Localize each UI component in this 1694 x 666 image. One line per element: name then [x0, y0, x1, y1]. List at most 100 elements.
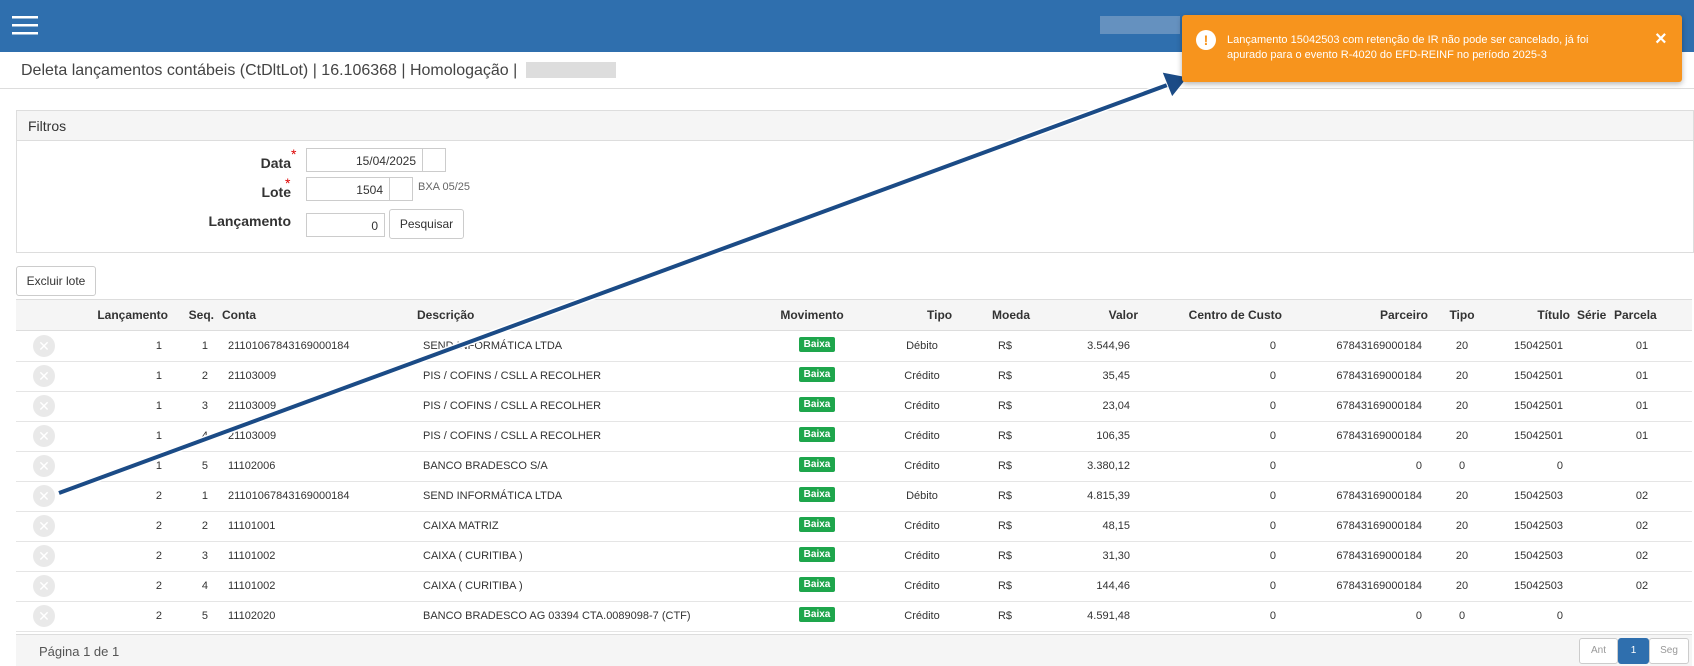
column-header: Série — [1577, 308, 1607, 322]
table-cell: 01 — [1635, 340, 1649, 352]
lote-input[interactable]: 1504 — [306, 177, 390, 201]
filters-panel: Filtros Data * 15/04/2025 Lote * 1504 BX… — [16, 110, 1694, 253]
toast-close[interactable]: × — [1655, 28, 1667, 50]
table-header — [16, 300, 1692, 331]
delete-row-button[interactable]: ✕ — [33, 575, 55, 597]
delete-row-button[interactable]: ✕ — [33, 485, 55, 507]
table-cell: 2 — [155, 520, 162, 532]
movement-badge: Baixa — [798, 427, 836, 442]
delete-row-button[interactable]: ✕ — [33, 545, 55, 567]
column-header: Movimento — [780, 308, 844, 322]
blurred-user — [1100, 16, 1180, 34]
table: Lançamento Seq. Conta Descrição Movimento Tip… — [16, 299, 1692, 636]
table-cell: R$ — [997, 400, 1013, 412]
prev-page[interactable]: Ant — [1579, 638, 1618, 664]
menu-button[interactable] — [12, 16, 40, 36]
table-cell: 15042503 — [1514, 490, 1563, 502]
column-header: Título — [1537, 308, 1570, 322]
table-cell: 15042501 — [1514, 400, 1563, 412]
table-cell: 15042501 — [1514, 370, 1563, 382]
table-cell: 11102020 — [228, 610, 276, 622]
delete-row-button[interactable]: ✕ — [33, 515, 55, 537]
title-bar: Deleta lançamentos contábeis (CtDltLot) … — [0, 52, 1694, 89]
table-cell: 0 — [1269, 400, 1276, 412]
table-cell: 0 — [1269, 580, 1276, 592]
table-cell: 01 — [1635, 400, 1649, 412]
table-cell: 0 — [1415, 610, 1422, 622]
column-header: Conta — [222, 308, 256, 322]
required: * — [291, 146, 297, 162]
table-cell: 15042501 — [1514, 340, 1563, 352]
table-cell: Débito — [906, 340, 938, 352]
table-cell: 20 — [1455, 340, 1469, 352]
table-cell: 4.815,39 — [1087, 490, 1130, 502]
movement-cell: Baixa — [777, 367, 857, 382]
table-cell: 20 — [1455, 580, 1469, 592]
table-cell: 20 — [1455, 550, 1469, 562]
table-cell: 2 — [155, 580, 162, 592]
table-cell: Crédito — [904, 370, 940, 382]
table-cell: R$ — [997, 340, 1013, 352]
delete-row-button[interactable]: ✕ — [33, 365, 55, 387]
table-cell: 1 — [155, 340, 162, 352]
blurred-env — [526, 62, 616, 78]
movement-badge: Baixa — [798, 457, 836, 472]
table-cell: 0 — [1269, 550, 1276, 562]
table-row — [16, 391, 1692, 422]
filters-title: Filtros — [28, 118, 67, 134]
next-page[interactable]: Seg — [1649, 638, 1689, 664]
table-cell: 15042503 — [1514, 550, 1563, 562]
table-cell: 5 — [201, 610, 208, 622]
table-cell: R$ — [997, 460, 1013, 472]
table-cell: BANCO BRADESCO S/A — [423, 460, 548, 472]
table-cell: Crédito — [904, 580, 940, 592]
search-button[interactable] — [389, 177, 413, 201]
table-row — [16, 361, 1692, 392]
data-label: Data — [260, 155, 291, 171]
table-cell: 144,46 — [1096, 580, 1130, 592]
table-cell: PIS / COFINS / CSLL A RECOLHER — [423, 430, 602, 442]
table-cell: 11102006 — [228, 460, 276, 472]
table-cell: 0 — [1269, 520, 1276, 532]
column-header: Parceiro — [1379, 308, 1428, 322]
table-cell: 67843169000184 — [1336, 550, 1422, 562]
table-cell: Crédito — [904, 550, 940, 562]
table-cell: 21103009 — [228, 370, 277, 382]
delete-row-button[interactable]: ✕ — [33, 605, 55, 627]
filters-header: Filtros — [17, 111, 1693, 141]
table-cell: R$ — [997, 520, 1013, 532]
calendar-button[interactable] — [422, 148, 446, 172]
table-cell: 67843169000184 — [1336, 430, 1422, 442]
error-toast: ! Lançamento 15042503 com retenção de IR… — [1182, 15, 1682, 82]
movement-cell: Baixa — [777, 607, 857, 622]
table-cell: 67843169000184 — [1336, 370, 1422, 382]
delete-row-button[interactable]: ✕ — [33, 425, 55, 447]
delete-row-button[interactable]: ✕ — [33, 335, 55, 357]
column-header: Seq. — [188, 308, 214, 322]
table-row — [16, 541, 1692, 572]
table-cell: 21103009 — [228, 400, 277, 412]
table-cell: 1 — [201, 490, 208, 502]
table-cell: R$ — [997, 550, 1013, 562]
current-page[interactable]: 1 — [1618, 638, 1649, 664]
column-header: Tipo — [1449, 308, 1475, 322]
table-cell: 11101001 — [228, 520, 276, 532]
table-row — [16, 481, 1692, 512]
table-cell: 11101002 — [228, 580, 276, 592]
table-cell: 21101067843169000184 — [228, 490, 350, 502]
table-cell: CAIXA ( CURITIBA ) — [423, 580, 523, 592]
table-cell: SEND INFORMÁTICA LTDA — [423, 490, 563, 502]
delete-batch-button[interactable]: Excluir lote — [16, 266, 96, 296]
delete-row-button[interactable]: ✕ — [33, 455, 55, 477]
table-cell: 02 — [1635, 550, 1649, 562]
search-submit[interactable]: Pesquisar — [389, 209, 464, 239]
delete-row-button[interactable]: ✕ — [33, 395, 55, 417]
required: * — [285, 175, 291, 191]
data-input[interactable]: 15/04/2025 — [306, 148, 423, 172]
column-header: Moeda — [992, 308, 1031, 322]
table-cell: 2 — [201, 520, 208, 532]
table-row — [16, 511, 1692, 542]
table-cell: Débito — [906, 490, 938, 502]
lancamento-input[interactable]: 0 — [306, 213, 385, 237]
movement-badge: Baixa — [798, 487, 836, 502]
